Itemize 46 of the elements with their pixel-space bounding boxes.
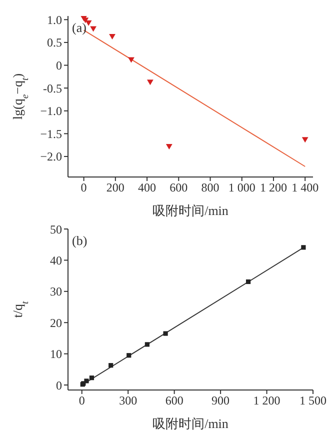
point bbox=[166, 144, 172, 150]
x-axis-title: 吸附时间/min bbox=[152, 203, 229, 218]
point bbox=[146, 80, 154, 86]
x-tick-label: 600 bbox=[165, 394, 184, 408]
x-tick-label: 400 bbox=[138, 180, 156, 195]
x-tick-label: 600 bbox=[170, 180, 188, 195]
y-tick-label: 30 bbox=[50, 284, 62, 299]
point bbox=[109, 34, 116, 40]
x-tick-label: 200 bbox=[106, 180, 124, 195]
x-tick-label: 1 000 bbox=[228, 180, 256, 195]
x-tick-label: 900 bbox=[212, 394, 230, 408]
point bbox=[108, 363, 114, 368]
annotation: (a) bbox=[72, 20, 86, 36]
annotation: (b) bbox=[72, 233, 88, 249]
y-tick-label: -0.5 bbox=[43, 81, 62, 96]
y-tick-label: 0 bbox=[56, 378, 62, 392]
x-tick-label: 1 200 bbox=[253, 394, 280, 408]
y-tick-label: 0.5 bbox=[47, 36, 62, 50]
point bbox=[126, 353, 132, 358]
x-tick-label: 800 bbox=[201, 180, 220, 195]
y-tick-label: 50 bbox=[50, 222, 62, 236]
y-tick-label: 40 bbox=[50, 253, 62, 268]
point bbox=[90, 26, 96, 32]
y-tick-label: 10 bbox=[50, 347, 62, 362]
x-tick-label: 1 200 bbox=[260, 180, 287, 195]
point bbox=[89, 376, 94, 380]
point bbox=[301, 245, 306, 250]
x-tick-label: 1 500 bbox=[300, 394, 326, 408]
point bbox=[85, 20, 92, 26]
point bbox=[302, 137, 308, 143]
point bbox=[128, 57, 134, 63]
point bbox=[144, 342, 150, 347]
x-axis-title: 吸附时间/min bbox=[152, 416, 229, 431]
point bbox=[246, 279, 251, 284]
x-tick-label: 1 400 bbox=[292, 180, 319, 195]
x-tick-label: 0 bbox=[80, 180, 87, 195]
x-tick-label: 300 bbox=[119, 394, 138, 408]
x-tick-label: 0 bbox=[78, 394, 85, 408]
point bbox=[84, 378, 89, 384]
y-tick-label: −1.5 bbox=[40, 126, 62, 141]
y-tick-label: 20 bbox=[50, 316, 62, 330]
y-tick-label: −1.0 bbox=[40, 104, 62, 118]
y-tick-label: −2.0 bbox=[40, 150, 62, 164]
y-tick-label: 0 bbox=[56, 58, 62, 73]
y-tick-label: 1.0 bbox=[47, 12, 62, 27]
point bbox=[163, 331, 168, 336]
